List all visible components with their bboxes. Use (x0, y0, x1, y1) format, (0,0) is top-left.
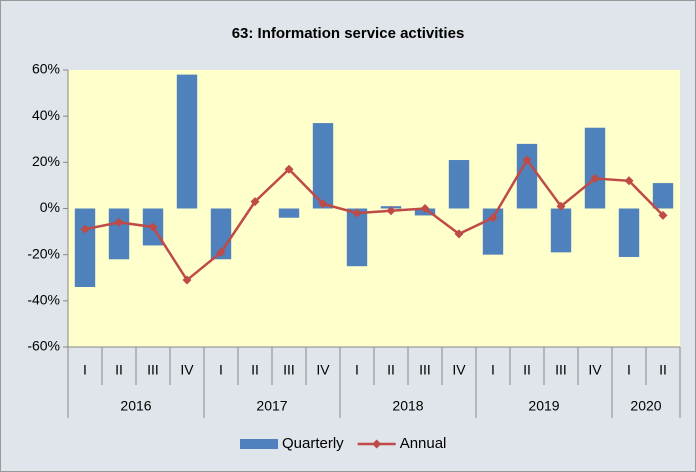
marker (114, 217, 124, 227)
x-tick-label: II (387, 362, 395, 378)
marker (454, 229, 464, 239)
x-tick-label: I (355, 362, 359, 378)
bar (618, 208, 640, 257)
bar (652, 183, 674, 209)
x-tick-label: I (83, 362, 87, 378)
group-label: 2019 (528, 398, 559, 414)
bar (346, 208, 368, 267)
bar (584, 127, 606, 209)
bar (74, 208, 96, 287)
bar (176, 74, 198, 209)
x-tick-label: I (627, 362, 631, 378)
group-label: 2016 (120, 398, 151, 414)
y-tick-label: 0% (40, 199, 60, 215)
marker (284, 164, 294, 174)
legend-swatch (240, 439, 278, 449)
x-tick-label: III (555, 362, 567, 378)
group-label: 2017 (256, 398, 287, 414)
y-tick-label: 40% (32, 107, 60, 123)
x-tick-label: IV (316, 362, 330, 378)
marker (522, 155, 532, 165)
x-tick-label: III (147, 362, 159, 378)
marker (658, 210, 668, 220)
marker (386, 206, 396, 216)
y-tick-label: 60% (32, 61, 60, 77)
chart-title: 63: Information service activities (232, 25, 465, 42)
marker (556, 201, 566, 211)
bar (108, 208, 130, 260)
bar (516, 143, 538, 209)
bar (278, 208, 300, 218)
y-tick-label: -40% (27, 292, 60, 308)
x-tick-label: I (491, 362, 495, 378)
legend-label: Quarterly (282, 435, 344, 452)
marker (624, 176, 634, 186)
x-tick-label: II (251, 362, 259, 378)
group-label: 2018 (392, 398, 423, 414)
legend-label: Annual (400, 435, 447, 452)
y-tick-label: -20% (27, 245, 60, 261)
x-tick-label: III (419, 362, 431, 378)
plot-area (68, 70, 680, 347)
x-tick-label: IV (588, 362, 602, 378)
marker (148, 222, 158, 232)
y-tick-label: 20% (32, 153, 60, 169)
x-tick-label: IV (452, 362, 466, 378)
x-tick-label: I (219, 362, 223, 378)
marker (80, 224, 90, 234)
x-tick-label: II (115, 362, 123, 378)
group-label: 2020 (630, 398, 661, 414)
bar (448, 160, 470, 209)
y-tick-label: -60% (27, 338, 60, 354)
bar (550, 208, 572, 253)
x-tick-label: II (523, 362, 531, 378)
marker (590, 173, 600, 183)
marker (216, 247, 226, 257)
x-tick-label: II (659, 362, 667, 378)
x-tick-label: III (283, 362, 295, 378)
marker (488, 213, 498, 223)
marker (182, 275, 192, 285)
marker (420, 204, 430, 213)
marker (352, 208, 362, 218)
marker (250, 197, 260, 207)
bar (312, 123, 334, 209)
x-tick-label: IV (180, 362, 194, 378)
line (84, 157, 664, 282)
marker (318, 199, 328, 209)
legend-marker (372, 439, 382, 449)
